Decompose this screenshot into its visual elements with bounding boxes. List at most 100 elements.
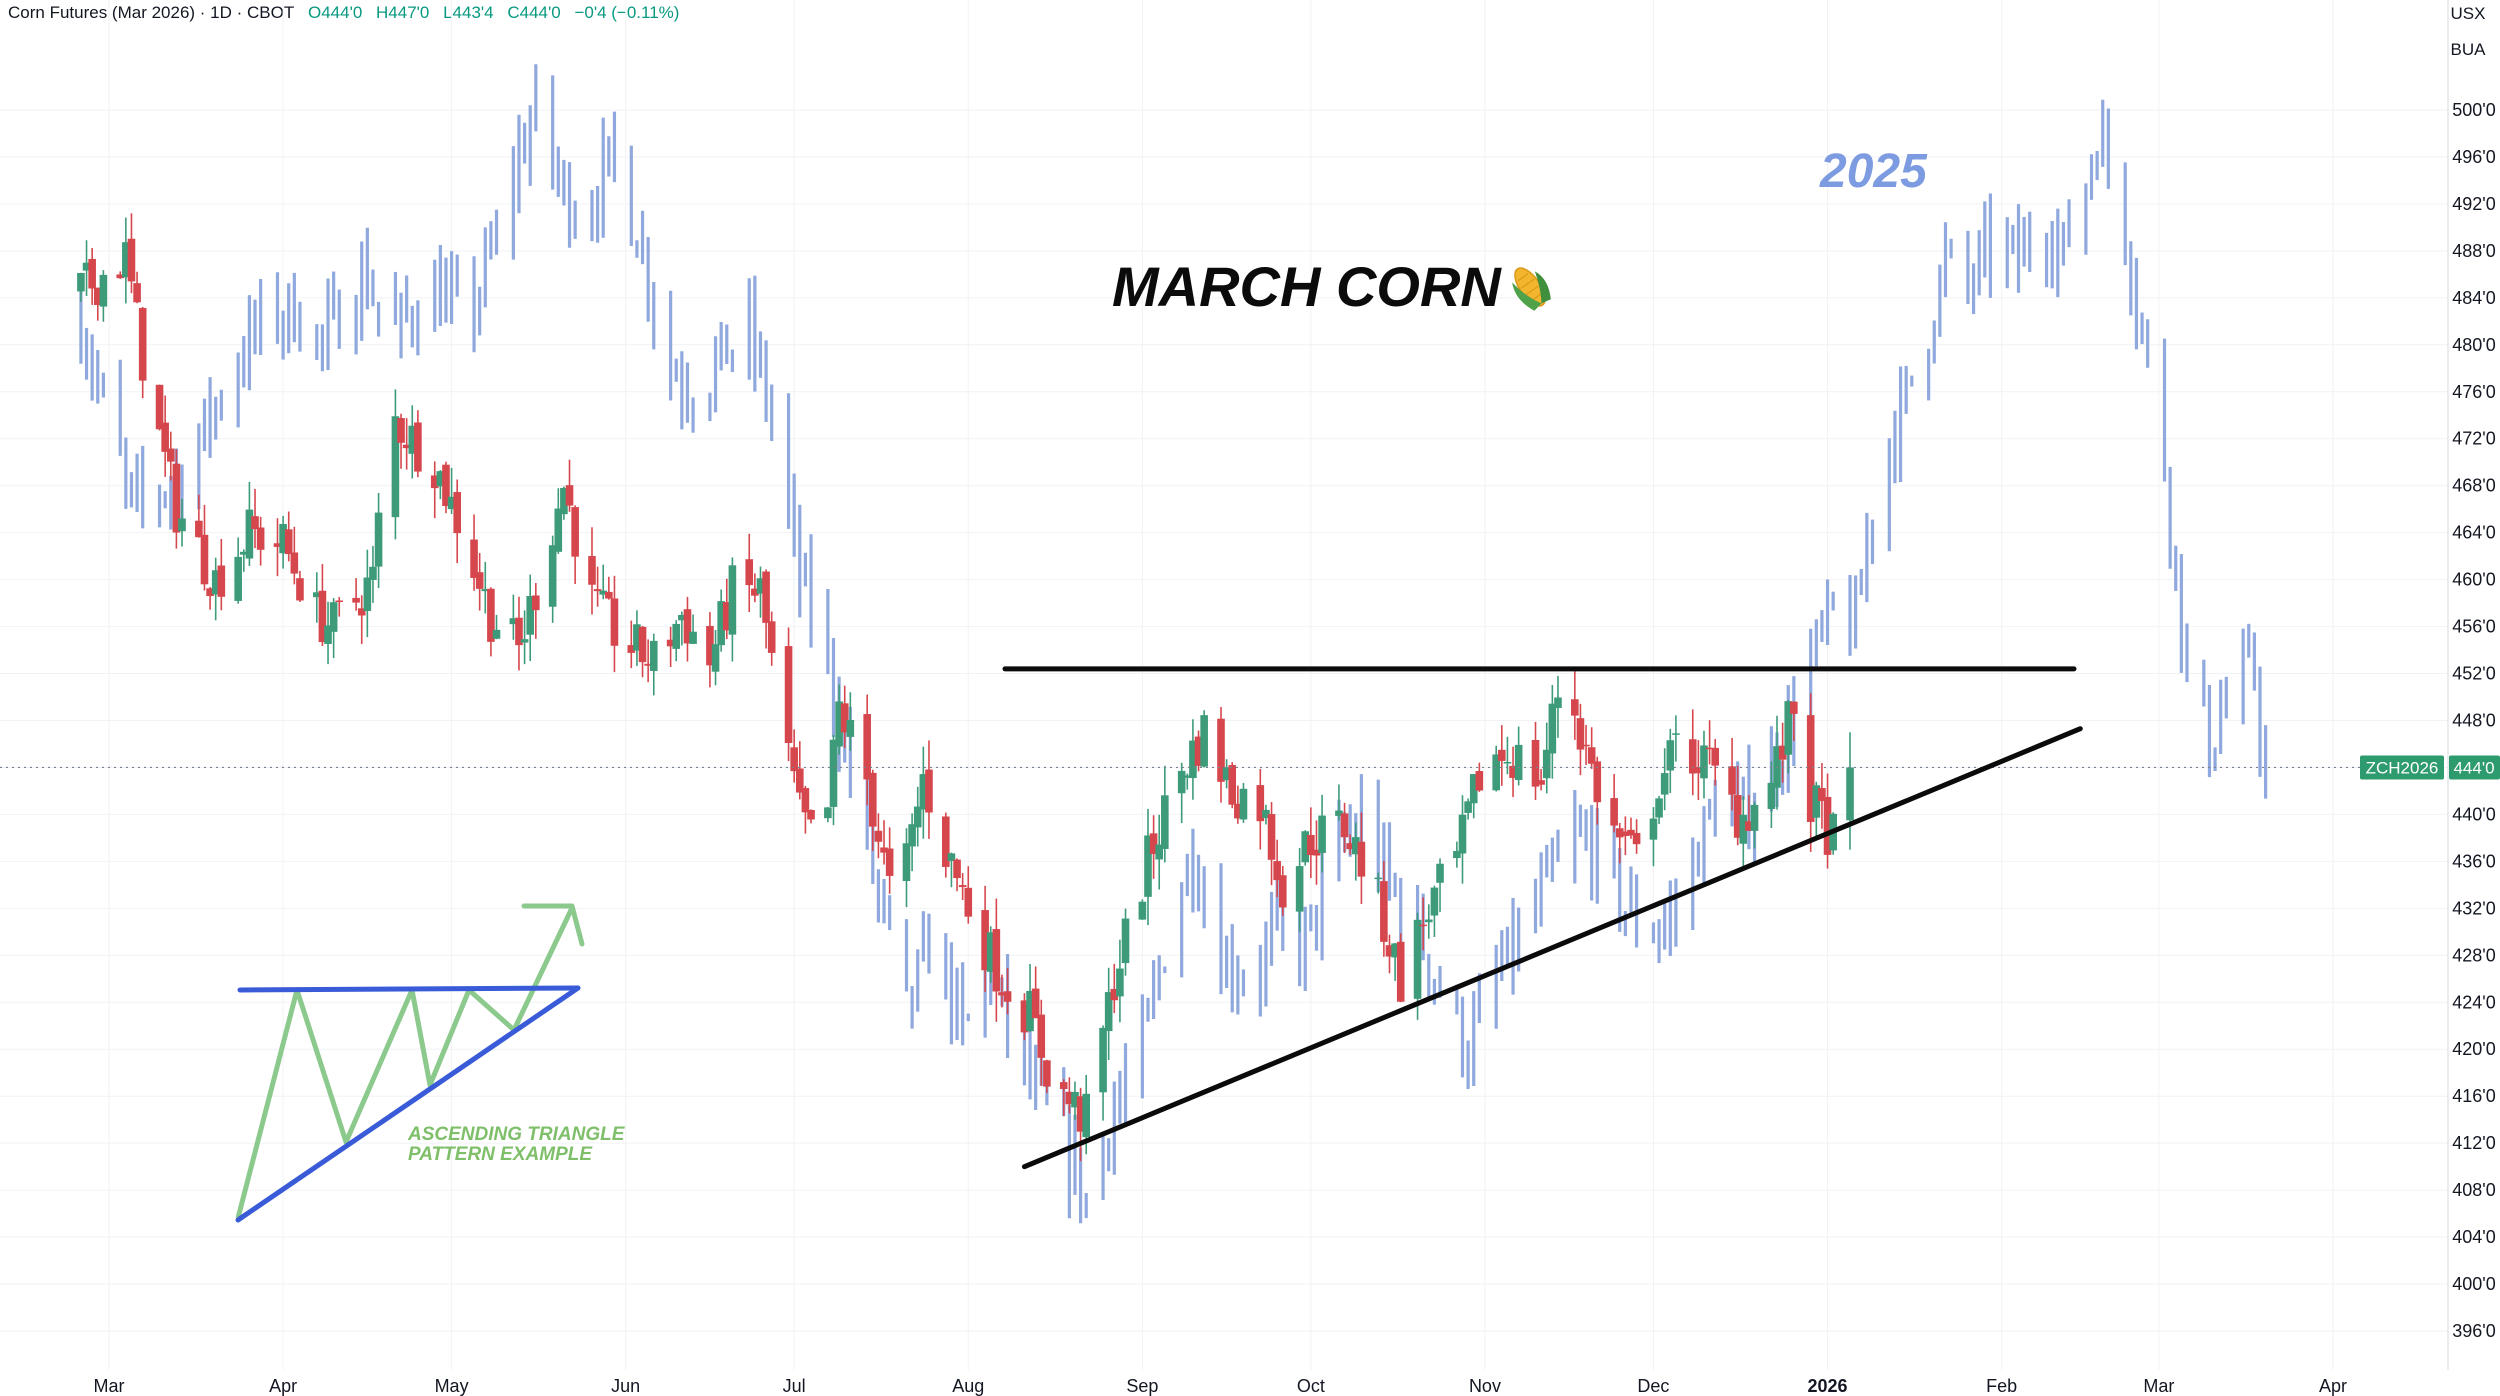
candle-down <box>992 929 1001 992</box>
price-tick-label: 440'0 <box>2452 804 2495 824</box>
time-tick-label: Jul <box>783 1376 806 1396</box>
candle-down <box>874 830 883 842</box>
candle-down <box>571 507 579 557</box>
candle-down <box>470 539 478 578</box>
candle-down <box>172 463 181 533</box>
time-tick-label: May <box>435 1376 469 1396</box>
candle-up <box>824 807 832 819</box>
candle-down <box>1610 798 1618 826</box>
candle-down <box>1531 740 1540 787</box>
candle-up <box>1812 785 1821 818</box>
candle-down <box>880 847 888 853</box>
candle-down <box>885 848 894 876</box>
candle-down <box>751 588 759 596</box>
candle-up <box>902 843 911 882</box>
candle-up <box>1239 788 1248 820</box>
candle-up <box>728 565 737 635</box>
candle-down <box>1307 835 1315 856</box>
candle-up <box>509 618 518 625</box>
candle-down <box>475 572 484 589</box>
year-label: 2025 <box>1819 145 1928 198</box>
candle-down <box>1627 829 1635 836</box>
candle-up <box>548 545 557 607</box>
candle-down <box>1576 718 1585 750</box>
candle-down <box>532 595 540 611</box>
candle-up <box>1458 814 1467 854</box>
price-tick-label: 500'0 <box>2452 100 2495 120</box>
candle-up <box>234 556 242 601</box>
symbol-tag-label: ZCH2026 <box>2366 758 2439 777</box>
candle-down <box>127 238 136 282</box>
candle-down <box>840 703 849 733</box>
candle-up <box>369 566 377 580</box>
candle-up <box>1666 740 1675 771</box>
candle-down <box>318 590 327 643</box>
candle-up <box>374 512 383 567</box>
candle-down <box>1380 881 1388 942</box>
candle-down <box>767 621 776 653</box>
time-tick-label: Mar <box>2143 1376 2174 1396</box>
candle-down <box>138 307 147 381</box>
candle-up <box>99 274 108 307</box>
candle-up <box>1424 919 1433 923</box>
candle-up <box>324 625 332 644</box>
currency-unit[interactable]: USX <box>2450 4 2486 23</box>
candle-up <box>1554 697 1562 708</box>
candle-down <box>964 887 973 917</box>
price-tick-label: 432'0 <box>2452 898 2495 918</box>
candle-up <box>1469 774 1478 804</box>
price-tick-label: 484'0 <box>2452 288 2495 308</box>
candle-down <box>256 527 265 550</box>
candle-down <box>1003 991 1012 1002</box>
candle-down <box>1076 1096 1085 1132</box>
time-tick-label: Sep <box>1126 1376 1158 1396</box>
candle-down <box>1711 747 1720 766</box>
candle-up <box>919 774 928 810</box>
candle-down <box>1234 803 1242 819</box>
candle-up <box>846 719 855 737</box>
candle-up <box>1672 733 1680 735</box>
candle-down <box>133 283 141 303</box>
candle-down <box>644 663 652 666</box>
candle-down <box>1267 814 1276 860</box>
candle-down <box>1278 875 1287 908</box>
support-trendline[interactable] <box>1021 726 2083 1170</box>
candle-down <box>1228 765 1237 805</box>
candle-up <box>1116 968 1124 997</box>
candle-down <box>722 602 731 631</box>
candle-down <box>666 639 675 647</box>
candle-up <box>1262 809 1270 819</box>
symbol-title: Corn Futures (Mar 2026) · 1D · CBOT <box>8 3 295 22</box>
candle-up <box>913 806 922 828</box>
example-price-path <box>235 906 575 1219</box>
price-tick-label: 492'0 <box>2452 194 2495 214</box>
candle-up <box>1464 801 1472 813</box>
candle-up <box>1177 770 1186 794</box>
candle-up <box>1318 815 1326 853</box>
candle-down <box>206 588 214 597</box>
change-value: −0'4 (−0.11%) <box>574 3 680 22</box>
high-value: H447'0 <box>376 3 430 22</box>
price-tick-label: 424'0 <box>2452 992 2495 1012</box>
candle-down <box>1340 813 1349 838</box>
candle-down <box>1396 941 1405 1002</box>
candle-up <box>178 518 186 532</box>
candle-down <box>453 492 462 534</box>
candle-down <box>1509 765 1517 778</box>
candle-down <box>1498 749 1506 761</box>
candle-down <box>1587 747 1596 764</box>
candle-down <box>627 645 636 653</box>
candle-down <box>1688 739 1697 774</box>
ascending-triangle-example: ASCENDING TRIANGLE PATTERN EXAMPLE <box>235 903 626 1223</box>
price-tick-label: 496'0 <box>2452 147 2495 167</box>
grid <box>0 0 2448 1370</box>
candle-up <box>1436 863 1444 883</box>
candlestick-series <box>77 213 1854 1162</box>
candle-down <box>925 769 933 813</box>
candle-down <box>784 646 793 743</box>
currency-subunit[interactable]: BUA <box>2450 40 2486 59</box>
candle-up <box>1767 782 1776 809</box>
candle-up <box>1295 866 1304 912</box>
candle-down <box>1790 701 1798 714</box>
